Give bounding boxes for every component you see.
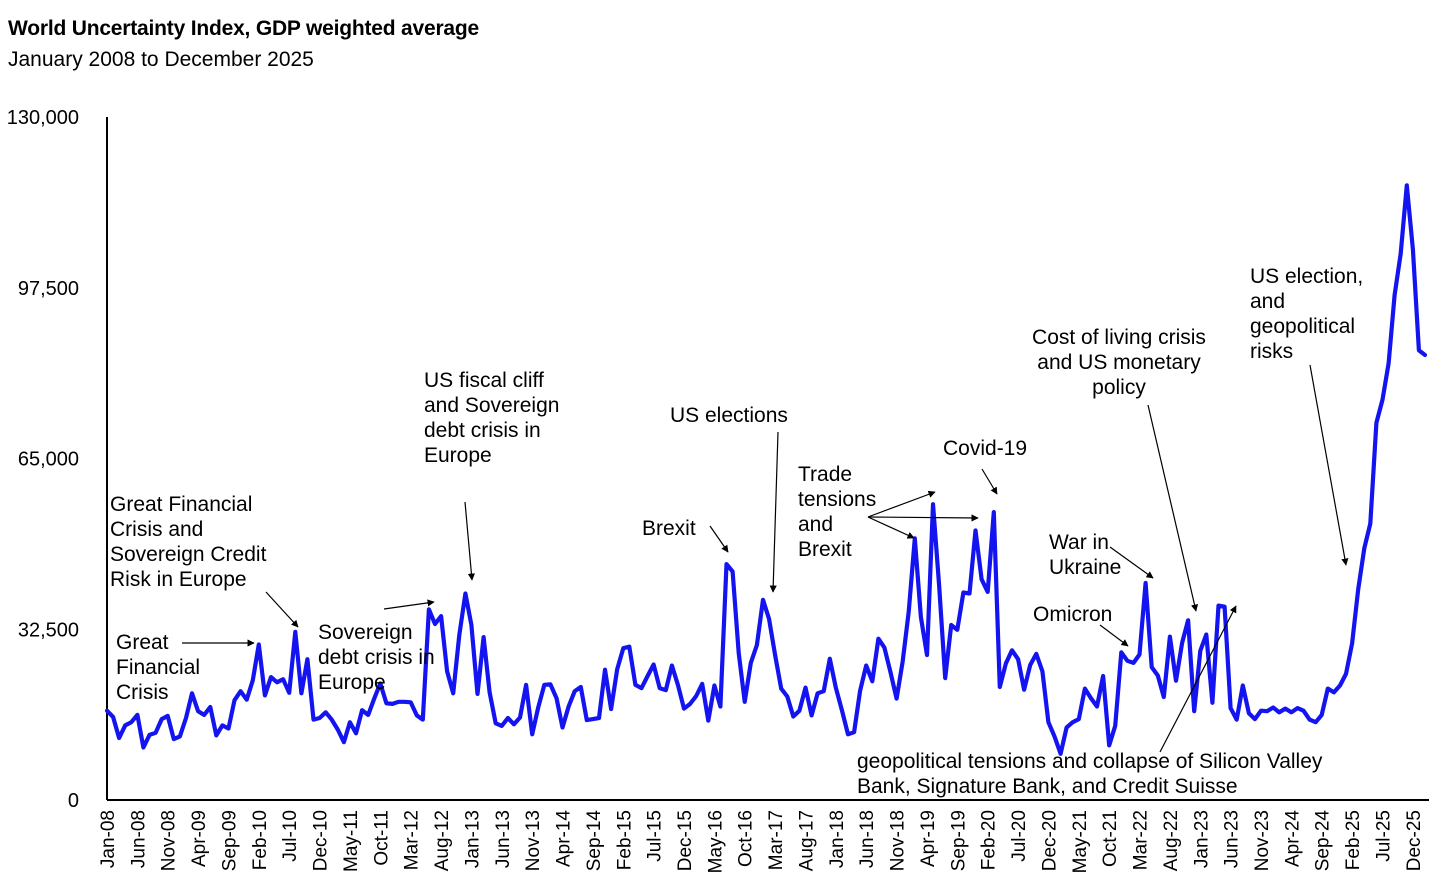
annotation-arrow <box>981 468 998 495</box>
x-tick-label: May-16 <box>705 810 726 873</box>
x-tick-label: Oct-11 <box>371 810 392 866</box>
x-tick-label: Apr-19 <box>918 810 939 867</box>
x-tick-label: Jul-15 <box>645 810 666 862</box>
annotation-sovereign-debt-crisis: Sovereign debt crisis in Europe <box>318 621 435 694</box>
x-tick-label: Dec-20 <box>1039 810 1060 871</box>
x-tick-label: Nov-13 <box>523 810 544 871</box>
annotation-us-election-geopolitical: US election, and geopolitical risks <box>1250 265 1363 363</box>
x-tick-label: Nov-08 <box>159 810 180 871</box>
annotation-brexit: Brexit <box>642 517 696 540</box>
y-tick-label: 130,000 <box>7 107 79 129</box>
x-tick-label: Mar-17 <box>766 810 787 870</box>
x-tick-label: Oct-16 <box>736 810 757 867</box>
annotation-omicron: Omicron <box>1033 603 1112 626</box>
x-tick-label: Jun-23 <box>1222 810 1243 868</box>
x-tick-label: Jul-10 <box>280 810 301 862</box>
annotation-arrow <box>1159 605 1237 753</box>
axes <box>106 117 1429 801</box>
annotation-arrow <box>867 514 979 522</box>
x-tick-label: Feb-10 <box>250 810 271 870</box>
y-tick-label: 0 <box>68 790 79 812</box>
annotation-cost-of-living: Cost of living crisis and US monetary poli… <box>1032 326 1206 399</box>
annotation-us-elections: US elections <box>670 404 788 427</box>
x-tick-label: Jun-08 <box>128 810 149 868</box>
x-tick-labels: Jan-08 Jun-08 Nov-08 Apr-09 Sep-09 Feb-10 Jul-… <box>98 810 1425 874</box>
x-tick-label: Mar-12 <box>402 810 423 870</box>
x-tick-label: May-21 <box>1070 810 1091 873</box>
x-tick-label: Jan-23 <box>1191 810 1212 868</box>
y-tick-label: 32,500 <box>18 619 79 641</box>
x-tick-label: Jan-18 <box>827 810 848 868</box>
chart-subtitle: January 2008 to December 2025 <box>8 48 314 71</box>
annotation-trade-tensions-brexit: Trade tensions and Brexit <box>798 463 876 561</box>
x-tick-label: Jun-13 <box>493 810 514 868</box>
annotation-arrow <box>1309 364 1349 566</box>
x-tick-label: Apr-24 <box>1282 810 1303 867</box>
x-tick-label: Jun-18 <box>857 810 878 868</box>
chart-title: World Uncertainty Index, GDP weighted av… <box>8 17 480 40</box>
x-tick-label: Oct-21 <box>1100 810 1121 867</box>
x-tick-label: Jan-08 <box>98 810 119 868</box>
annotation-arrow <box>1099 624 1129 647</box>
annotation-covid-19: Covid-19 <box>943 437 1027 460</box>
annotation-great-financial-crisis: Great Financial Crisis <box>116 631 200 704</box>
x-tick-label: Jan-13 <box>462 810 483 868</box>
annotation-arrow <box>867 516 915 539</box>
annotation-geopolitical-svb: geopolitical tensions and collapse of Si… <box>857 750 1323 798</box>
annotation-arrow <box>1109 546 1154 579</box>
y-tick-label: 65,000 <box>18 449 79 471</box>
x-tick-label: Sep-24 <box>1313 810 1334 872</box>
x-tick-label: Jul-20 <box>1009 810 1030 862</box>
x-tick-label: Dec-15 <box>675 810 696 871</box>
x-tick-label: Aug-12 <box>432 810 453 871</box>
annotations-layer: Great Financial Crisis Great Financial Crisi… <box>110 265 1363 798</box>
x-tick-label: Sep-14 <box>584 810 605 872</box>
annotation-us-fiscal-cliff: US fiscal cliff and Sovereign debt crisis … <box>424 369 559 467</box>
x-tick-label: Mar-22 <box>1131 810 1152 870</box>
x-tick-label: Aug-22 <box>1161 810 1182 871</box>
x-tick-label: Feb-25 <box>1343 810 1364 870</box>
x-tick-label: Apr-14 <box>554 810 575 867</box>
x-tick-label: Nov-18 <box>888 810 909 871</box>
annotation-arrow <box>464 501 476 581</box>
annotation-war-in-ukraine: War in Ukraine <box>1049 531 1121 579</box>
annotation-arrow <box>867 490 936 518</box>
series-layer <box>104 183 1428 756</box>
series-line-uncertainty-index <box>104 183 1428 756</box>
annotation-arrow <box>265 591 299 628</box>
annotation-gfc-sovereign-credit-risk: Great Financial Crisis and Sovereign Credi… <box>110 493 267 591</box>
x-tick-label: Feb-15 <box>614 810 635 870</box>
annotation-arrow <box>709 525 729 553</box>
x-tick-label: May-11 <box>341 810 362 872</box>
x-tick-label: Apr-09 <box>189 810 210 867</box>
x-tick-label: Sep-19 <box>948 810 969 871</box>
annotation-arrow <box>769 431 779 593</box>
annotation-arrow <box>1147 404 1199 612</box>
x-tick-label: Jul-25 <box>1373 810 1394 862</box>
x-tick-label: Dec-25 <box>1404 810 1425 871</box>
annotation-arrow <box>383 599 435 610</box>
y-tick-labels: 0 32,500 65,000 97,500 130,000 <box>7 107 79 812</box>
x-tick-label: Dec-10 <box>311 810 332 871</box>
x-tick-label: Nov-23 <box>1252 810 1273 871</box>
x-tick-label: Feb-20 <box>979 810 1000 870</box>
x-tick-label: Sep-09 <box>219 810 240 871</box>
x-tick-label: Aug-17 <box>796 810 817 871</box>
y-tick-label: 97,500 <box>18 278 79 300</box>
